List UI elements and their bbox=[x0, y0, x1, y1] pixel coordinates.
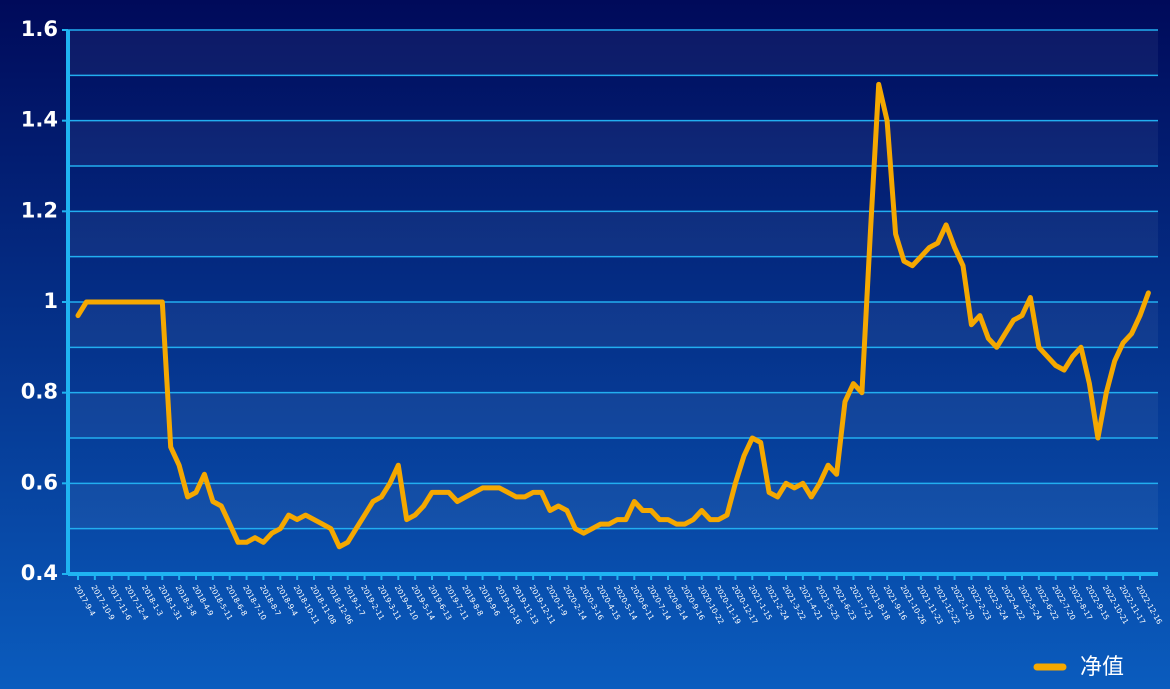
grid-band bbox=[68, 120, 1158, 166]
y-tick-label: 1.6 bbox=[21, 17, 58, 41]
y-tick-label: 0.8 bbox=[21, 380, 58, 404]
grid-band bbox=[68, 211, 1158, 257]
series-line bbox=[75, 81, 1151, 550]
y-tick-label: 0.6 bbox=[21, 470, 58, 494]
grid-band bbox=[68, 302, 1158, 348]
y-tick-label: 0.4 bbox=[21, 561, 58, 585]
legend-label: 净值 bbox=[1080, 655, 1124, 680]
grid-band bbox=[68, 30, 1158, 76]
y-tick-label: 1 bbox=[43, 289, 58, 313]
grid-band bbox=[68, 392, 1158, 438]
y-tick-label: 1.2 bbox=[21, 198, 58, 222]
y-tick-label: 1.4 bbox=[21, 108, 58, 132]
